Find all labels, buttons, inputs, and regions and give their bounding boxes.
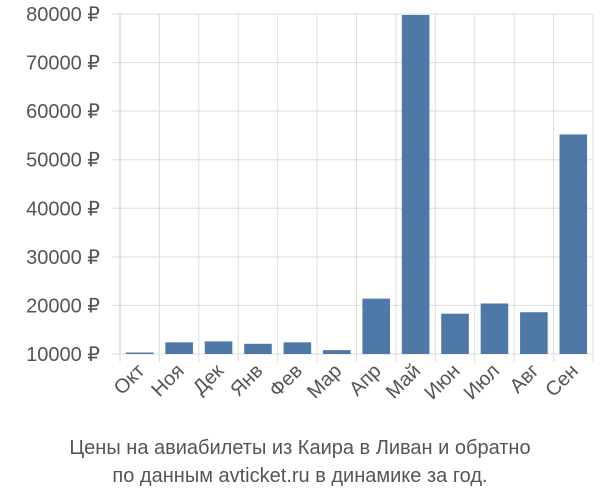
y-tick-label: 10000 ₽ [26, 344, 100, 366]
x-tick-label: Янв [226, 360, 267, 401]
bar-10 [480, 303, 509, 354]
bar-8 [401, 14, 430, 354]
x-tick-label: Дек [189, 360, 228, 399]
bar-9 [441, 313, 469, 354]
y-tick-label: 70000 ₽ [26, 53, 100, 75]
x-tick-label: Май [382, 360, 425, 403]
chart-caption-line-1: Цены на авиабилеты из Каира в Ливан и об… [69, 437, 531, 459]
bar-4 [244, 343, 272, 354]
x-tick-label: Ноя [147, 360, 188, 401]
x-tick-label: Фев [265, 360, 307, 402]
x-tick-label: Авг [506, 360, 544, 398]
y-tick-label: 50000 ₽ [26, 150, 100, 172]
y-tick-labels: 10000 ₽ 20000 ₽ 30000 ₽ 40000 ₽ 50000 ₽ 60000… [26, 4, 100, 366]
y-tick-label: 30000 ₽ [26, 247, 100, 269]
chart-caption-line-2: по данным avticket.ru в динамике за год. [112, 465, 488, 487]
bar-11 [520, 312, 548, 354]
bar-2 [165, 342, 193, 354]
x-tick-label: Сен [541, 360, 582, 401]
bar-1 [125, 352, 154, 354]
y-tick-label: 40000 ₽ [26, 198, 100, 220]
x-tick-label: Июн [420, 360, 464, 404]
x-tick-label: Окт [110, 360, 149, 399]
bar-3 [204, 341, 233, 354]
y-tick-label: 60000 ₽ [26, 101, 100, 123]
bar-6 [322, 350, 351, 354]
bar-5 [283, 342, 312, 354]
bar-12 [559, 134, 588, 354]
bars [125, 14, 588, 354]
y-tick-label: 80000 ₽ [26, 4, 100, 26]
bar-7 [362, 298, 391, 354]
price-bar-chart: 10000 ₽ 20000 ₽ 30000 ₽ 40000 ₽ 50000 ₽ 60000… [26, 4, 594, 404]
y-tick-label: 20000 ₽ [26, 295, 100, 317]
x-tick-label: Мар [303, 360, 346, 403]
grid-lines [112, 13, 594, 362]
x-tick-label: Июл [460, 360, 504, 404]
x-tick-label: Апр [345, 360, 386, 401]
